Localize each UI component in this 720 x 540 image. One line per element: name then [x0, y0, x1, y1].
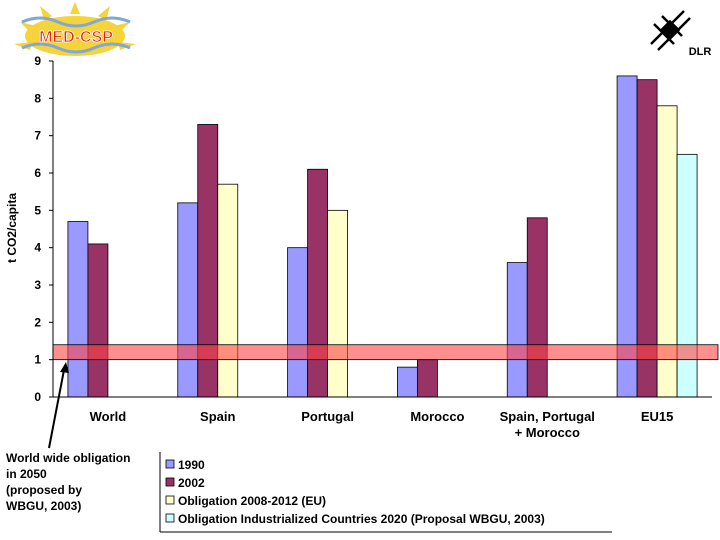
annotation-arrow [48, 362, 69, 449]
annotation-text: World wide obligation in 2050 (proposed … [6, 450, 166, 514]
y-tick-label: 4 [34, 241, 41, 255]
y-tick-label: 0 [34, 390, 41, 404]
legend-label: 2002 [178, 476, 205, 490]
x-tick-label: World [90, 409, 127, 424]
legend: 1990 2002 Obligation 2008-2012 (EU) Obligat… [159, 452, 612, 533]
y-tick-label: 2 [34, 315, 41, 329]
reference-band [52, 344, 719, 361]
bar-1-5 [506, 262, 528, 398]
bar-3-2 [217, 183, 239, 398]
annotation-line: WBGU, 2003) [6, 499, 82, 513]
legend-swatch [165, 513, 175, 523]
bar-1-4 [397, 366, 418, 398]
dlr-emblem-icon [650, 10, 691, 51]
bar-4-6 [676, 153, 698, 398]
y-tick-label: 1 [34, 353, 41, 367]
x-tick-label: Morocco [410, 409, 464, 424]
bar-2-3 [307, 168, 328, 398]
annotation-line: in 2050 [6, 467, 47, 481]
x-tick-label: Spain, Portugal [500, 409, 595, 424]
y-tick-label: 5 [34, 203, 41, 217]
bar-1-1 [67, 221, 89, 398]
x-tick-label: Portugal [301, 409, 354, 424]
annotation-line: World wide obligation [6, 451, 131, 465]
bar-2-1 [87, 243, 109, 398]
legend-swatch [165, 459, 175, 469]
wave-icon [21, 16, 131, 28]
legend-label: Obligation 2008-2012 (EU) [178, 494, 326, 508]
y-tick-label: 7 [34, 129, 41, 143]
bar-1-2 [177, 202, 199, 398]
annotation-line: (proposed by [6, 483, 83, 497]
y-axis-label: t CO2/capita [5, 193, 19, 263]
x-tick-label: EU15 [641, 409, 674, 424]
dlr-logo-text: DLR [689, 46, 712, 58]
x-tick-label: Spain [200, 409, 235, 424]
x-tick-label: + Morocco [515, 425, 580, 440]
bar-1-3 [287, 247, 308, 398]
wave-icon [21, 42, 131, 54]
med-csp-logo: MED-CSP [14, 2, 136, 56]
bar-2-4 [417, 359, 438, 398]
bar-3-3 [327, 209, 348, 398]
legend-swatch [165, 477, 175, 487]
bar-2-5 [526, 217, 548, 398]
med-csp-logo-text: MED-CSP [39, 29, 113, 46]
y-tick-label: 6 [34, 166, 41, 180]
legend-label: Obligation Industrialized Countries 2020… [178, 512, 545, 526]
reference-band-layer [52, 344, 719, 361]
y-tick-label: 9 [34, 54, 41, 68]
legend-swatch [165, 495, 175, 505]
y-tick-label: 8 [34, 91, 41, 105]
dlr-logo: DLR [650, 10, 712, 58]
legend-label: 1990 [178, 458, 205, 472]
axis-layer: 0 1 2 3 4 5 6 7 8 9 World Spain Portugal Morocco Spain… [34, 54, 712, 440]
y-tick-label: 3 [34, 278, 41, 292]
